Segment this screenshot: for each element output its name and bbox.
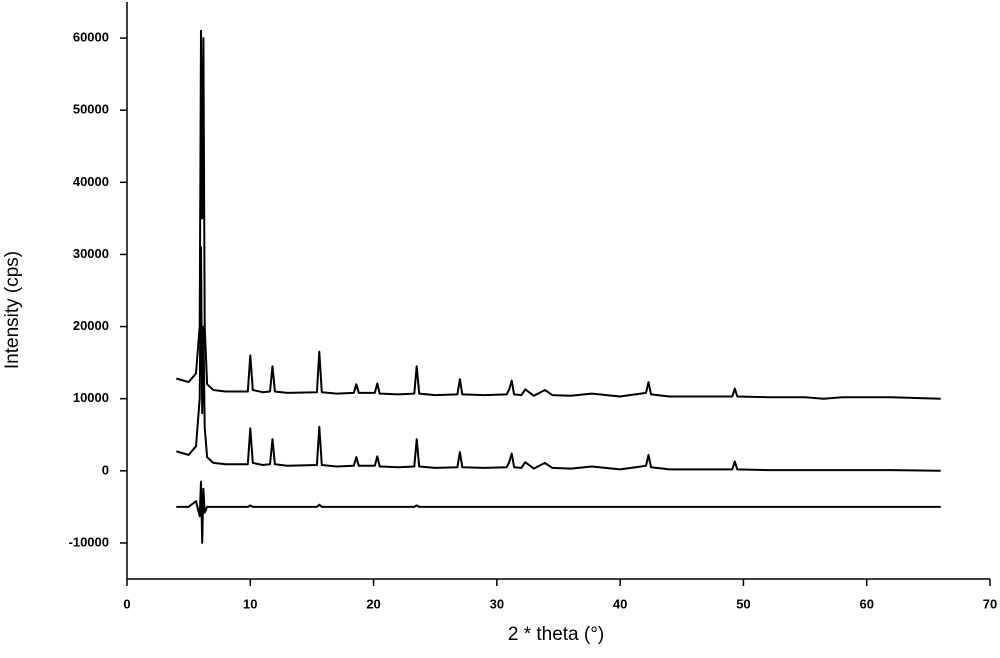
x-tick-label: 10 [243,596,257,611]
y-tick-label: 20000 [73,318,109,333]
x-tick-label: 50 [736,596,750,611]
y-tick-label: -10000 [69,534,109,549]
x-tick-label: 20 [366,596,380,611]
y-tick-label: 40000 [73,174,109,189]
y-tick-label: 50000 [73,102,109,117]
x-axis-title: 2 * theta (°) [508,624,604,645]
series-line [176,246,941,472]
x-tick-label: 30 [490,596,504,611]
series-line [176,29,941,400]
y-axis-title: Intensity (cps) [2,251,23,369]
y-tick-label: 60000 [73,30,109,45]
x-tick-label: 0 [123,596,130,611]
x-tick-label: 60 [859,596,873,611]
y-tick-label: 0 [102,462,109,477]
series-line [176,480,941,544]
y-tick-label: 10000 [73,390,109,405]
x-tick-label: 40 [613,596,627,611]
y-tick-label: 30000 [73,246,109,261]
x-tick-label: 70 [983,596,997,611]
